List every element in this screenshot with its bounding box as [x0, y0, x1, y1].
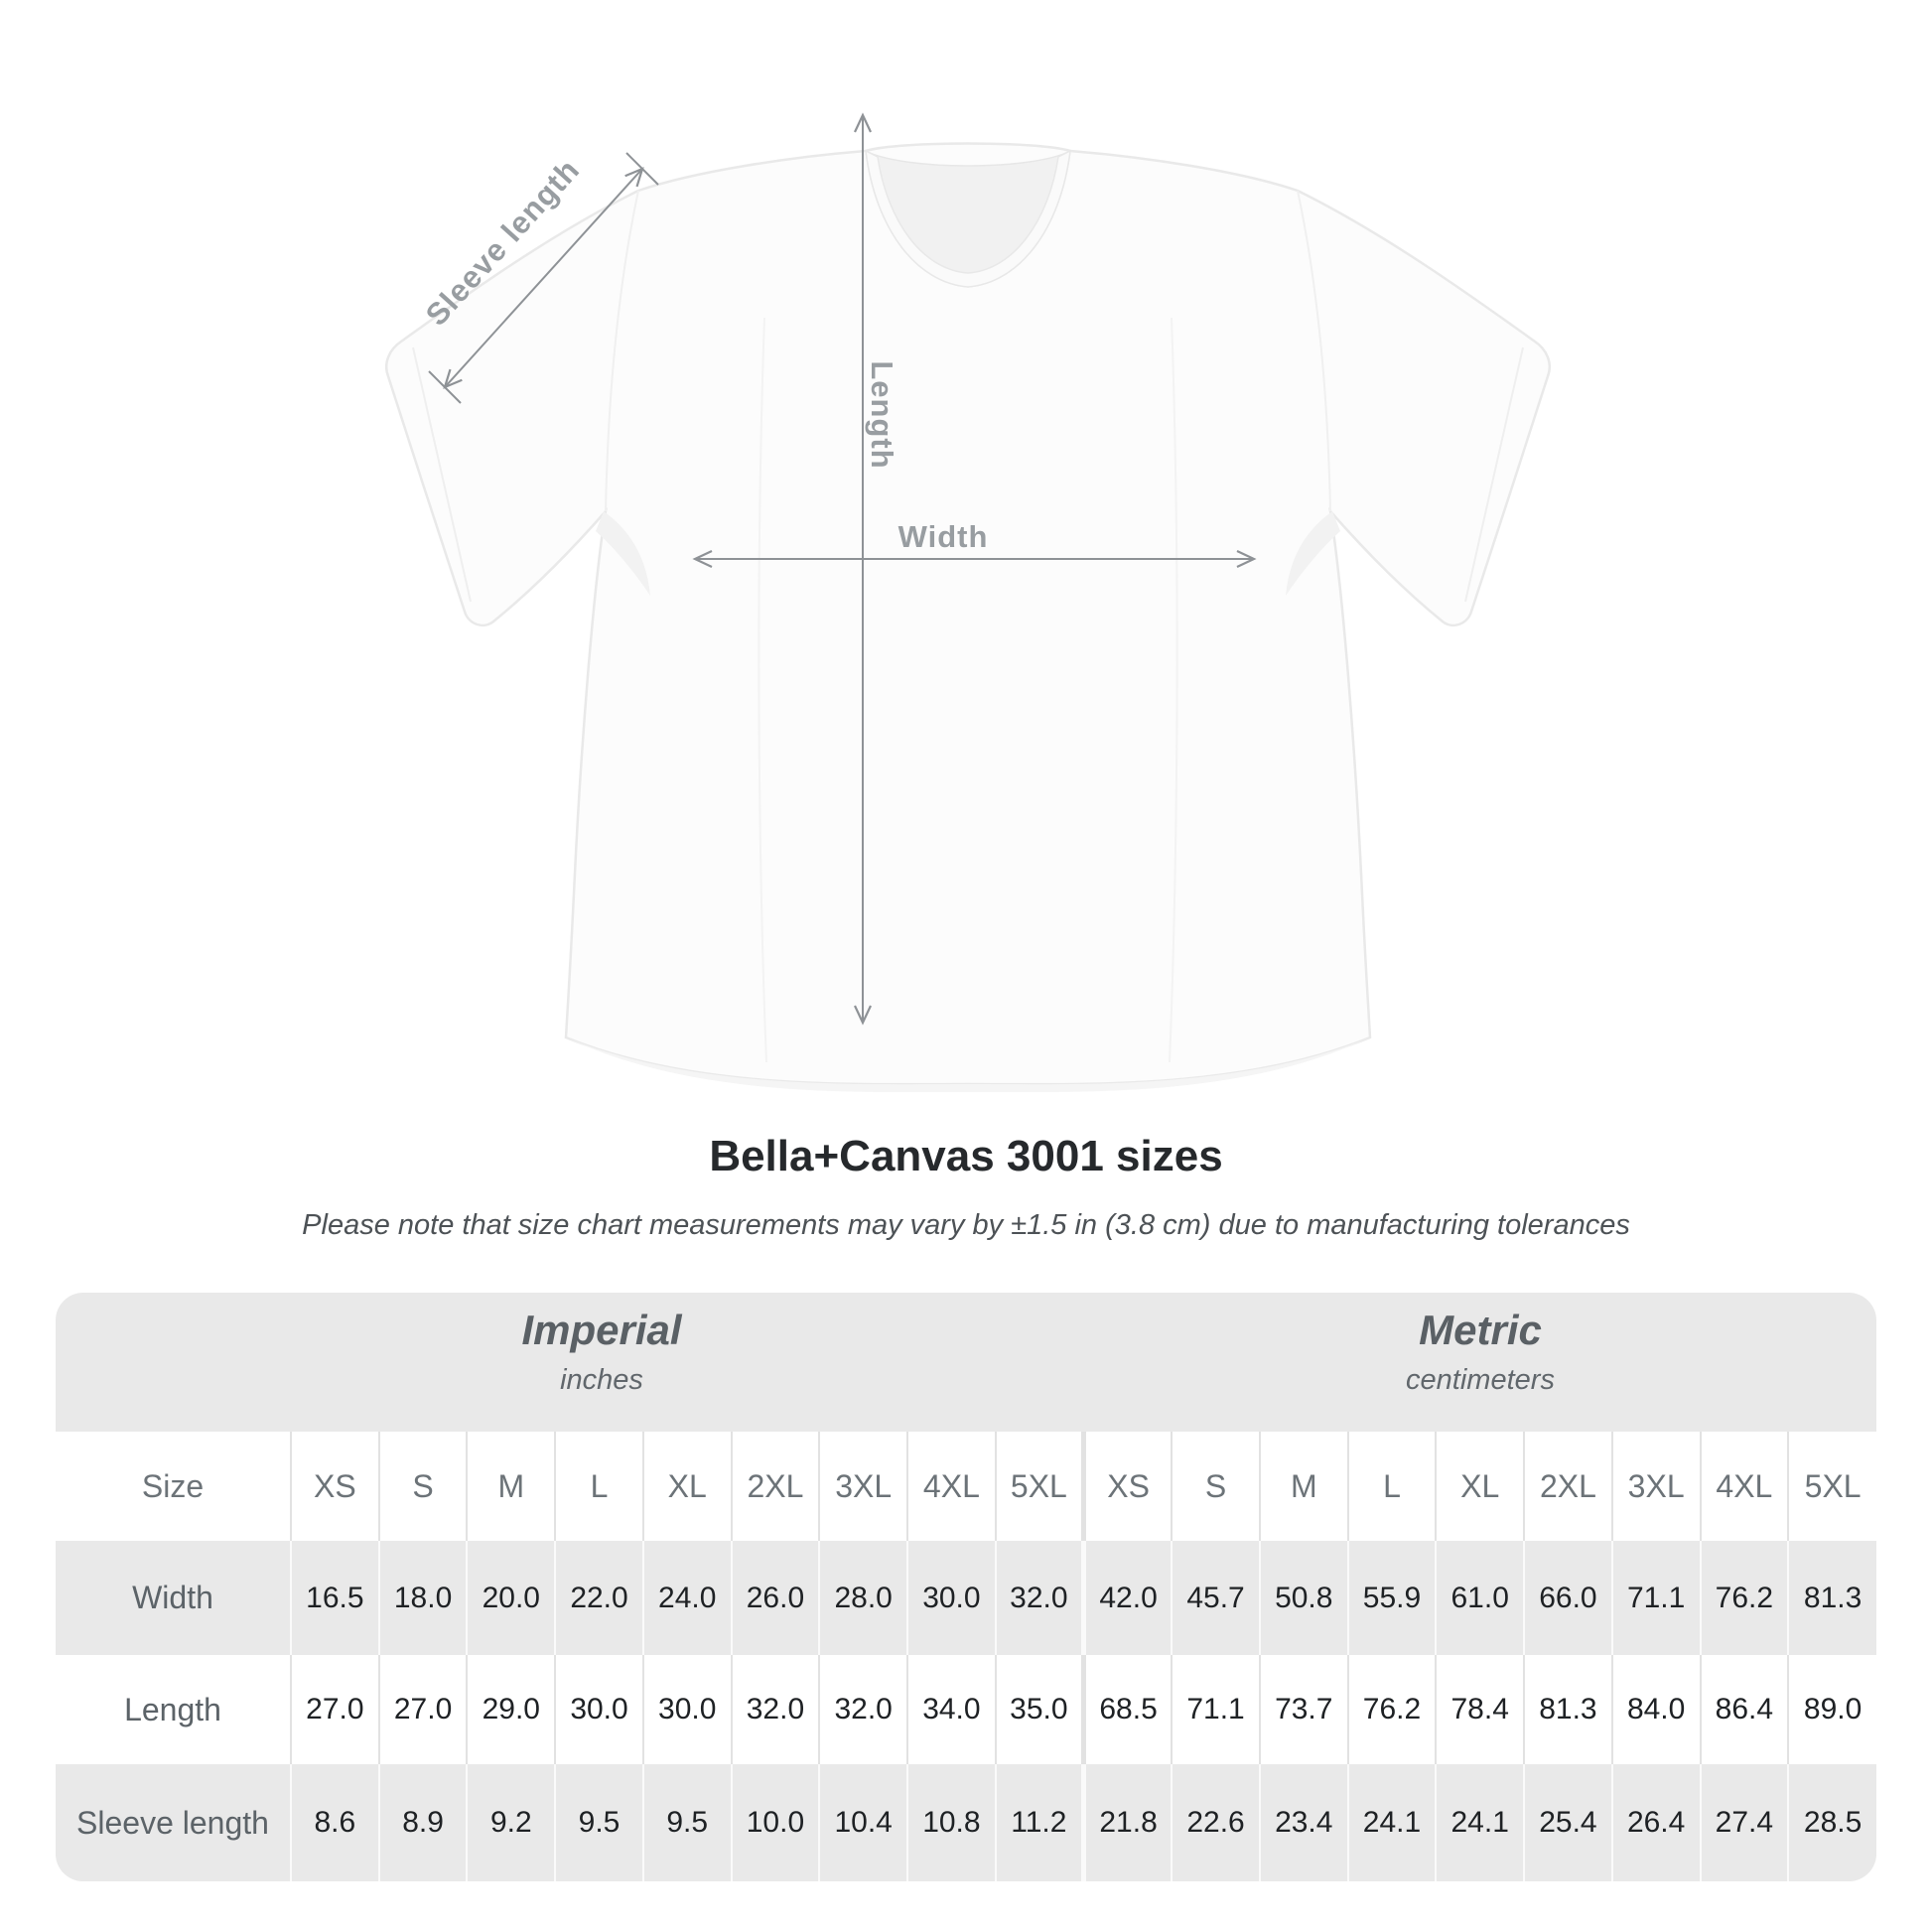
cell-sleeve-length-metric-3xl: 26.4 — [1610, 1764, 1701, 1881]
col-header-imperial-xl: XL — [641, 1432, 732, 1541]
col-header-imperial-xs: XS — [290, 1432, 379, 1541]
cell-width-imperial-l: 22.0 — [554, 1541, 643, 1655]
cell-length-imperial-4xl: 34.0 — [906, 1655, 996, 1764]
col-header-imperial-s: S — [377, 1432, 468, 1541]
cell-length-imperial-xs: 27.0 — [290, 1655, 379, 1764]
unit-group-header: Imperial inches Metric centimeters — [56, 1293, 1876, 1432]
col-header-metric-m: M — [1258, 1432, 1348, 1541]
cell-length-metric-m: 73.7 — [1258, 1655, 1348, 1764]
cell-width-imperial-s: 18.0 — [377, 1541, 468, 1655]
cell-sleeve-length-imperial-s: 8.9 — [377, 1764, 468, 1881]
col-header-metric-2xl: 2XL — [1523, 1432, 1612, 1541]
cell-width-metric-s: 45.7 — [1171, 1541, 1260, 1655]
cell-sleeve-length-imperial-xl: 9.5 — [641, 1764, 732, 1881]
sleeve-length-arrow — [443, 167, 644, 389]
size-column-header: Size — [141, 1467, 205, 1504]
tshirt-measurement-diagram: Width Length Sleeve length — [384, 112, 1552, 1093]
width-label: Width — [898, 519, 989, 554]
col-header-imperial-4xl: 4XL — [906, 1432, 996, 1541]
cell-width-imperial-4xl: 30.0 — [906, 1541, 996, 1655]
row-label-length: Length — [124, 1691, 221, 1727]
cell-sleeve-length-metric-m: 23.4 — [1258, 1764, 1348, 1881]
cell-width-metric-3xl: 71.1 — [1610, 1541, 1701, 1655]
metric-unit: centimeters — [1406, 1364, 1555, 1396]
col-header-metric-l: L — [1346, 1432, 1437, 1541]
page-title: Bella+Canvas 3001 sizes — [709, 1132, 1223, 1180]
row-label-width: Width — [132, 1580, 213, 1615]
cell-sleeve-length-imperial-l: 9.5 — [554, 1764, 643, 1881]
imperial-unit: inches — [560, 1364, 643, 1396]
tshirt-illustration — [384, 142, 1552, 1093]
col-header-imperial-m: M — [466, 1432, 556, 1541]
cell-length-metric-3xl: 84.0 — [1610, 1655, 1701, 1764]
cell-width-metric-xl: 61.0 — [1435, 1541, 1525, 1655]
cell-width-imperial-3xl: 28.0 — [818, 1541, 908, 1655]
cell-sleeve-length-metric-2xl: 25.4 — [1523, 1764, 1612, 1881]
metric-group: Metric centimeters — [1406, 1307, 1555, 1397]
cell-sleeve-length-metric-xl: 24.1 — [1435, 1764, 1525, 1881]
imperial-title: Imperial — [521, 1307, 682, 1353]
cell-length-imperial-s: 27.0 — [377, 1655, 468, 1764]
cell-width-metric-5xl: 81.3 — [1787, 1541, 1876, 1655]
cell-sleeve-length-imperial-4xl: 10.8 — [906, 1764, 996, 1881]
row-label-sleeve-length: Sleeve length — [76, 1804, 269, 1841]
cell-width-metric-l: 55.9 — [1346, 1541, 1437, 1655]
cell-sleeve-length-metric-4xl: 27.4 — [1699, 1764, 1789, 1881]
size-table: Size XS S M L XL 2XL 3XL 4XL 5XL XS S M L XL 2XL 3XL 4XL… — [56, 1432, 1876, 1881]
imperial-group: Imperial inches — [521, 1307, 681, 1397]
cell-length-imperial-2xl: 32.0 — [730, 1655, 820, 1764]
col-header-imperial-l: L — [554, 1432, 643, 1541]
length-label: Length — [865, 360, 899, 469]
col-header-metric-s: S — [1171, 1432, 1260, 1541]
col-header-metric-5xl: 5XL — [1787, 1432, 1876, 1541]
cell-sleeve-length-imperial-m: 9.2 — [466, 1764, 556, 1881]
cell-width-metric-m: 50.8 — [1258, 1541, 1348, 1655]
cell-length-imperial-xl: 30.0 — [641, 1655, 732, 1764]
cell-width-imperial-5xl: 32.0 — [994, 1541, 1084, 1655]
cell-sleeve-length-metric-5xl: 28.5 — [1787, 1764, 1876, 1881]
cell-length-imperial-m: 29.0 — [466, 1655, 556, 1764]
cell-length-imperial-3xl: 32.0 — [818, 1655, 908, 1764]
page-subtitle: Please note that size chart measurements… — [302, 1209, 1630, 1241]
cell-sleeve-length-imperial-3xl: 10.4 — [818, 1764, 908, 1881]
cell-length-imperial-5xl: 35.0 — [994, 1655, 1084, 1764]
table-header-row: Size XS S M L XL 2XL 3XL 4XL 5XL XS S M L XL 2XL 3XL 4XL… — [56, 1432, 1876, 1541]
sleeve-tick-bottom — [428, 370, 462, 404]
col-header-imperial-2xl: 2XL — [730, 1432, 820, 1541]
cell-length-metric-s: 71.1 — [1171, 1655, 1260, 1764]
col-header-metric-3xl: 3XL — [1610, 1432, 1701, 1541]
cell-width-metric-2xl: 66.0 — [1523, 1541, 1612, 1655]
cell-width-imperial-xl: 24.0 — [641, 1541, 732, 1655]
col-header-metric-4xl: 4XL — [1699, 1432, 1789, 1541]
cell-length-metric-xs: 68.5 — [1080, 1655, 1173, 1764]
sleeve-tick-top — [625, 152, 659, 186]
metric-title: Metric — [1419, 1307, 1542, 1353]
cell-length-imperial-l: 30.0 — [554, 1655, 643, 1764]
table-row-width: Width 16.5 18.0 20.0 22.0 24.0 26.0 28.0 30.0 32.… — [56, 1541, 1876, 1655]
cell-width-metric-xs: 42.0 — [1080, 1541, 1173, 1655]
col-header-imperial-3xl: 3XL — [818, 1432, 908, 1541]
cell-length-metric-2xl: 81.3 — [1523, 1655, 1612, 1764]
col-header-metric-xl: XL — [1435, 1432, 1525, 1541]
table-row-sleeve-length: Sleeve length 8.6 8.9 9.2 9.5 9.5 10.0 10.4 10.8… — [56, 1764, 1876, 1881]
cell-sleeve-length-imperial-2xl: 10.0 — [730, 1764, 820, 1881]
cell-length-metric-xl: 78.4 — [1435, 1655, 1525, 1764]
cell-sleeve-length-metric-s: 22.6 — [1171, 1764, 1260, 1881]
cell-sleeve-length-metric-l: 24.1 — [1346, 1764, 1437, 1881]
col-header-metric-xs: XS — [1080, 1432, 1173, 1541]
dimension-arrows — [428, 112, 1257, 1026]
cell-sleeve-length-imperial-xs: 8.6 — [290, 1764, 379, 1881]
size-chart-card: Imperial inches Metric centimeters Size … — [56, 1293, 1876, 1881]
cell-sleeve-length-imperial-5xl: 11.2 — [994, 1764, 1084, 1881]
cell-length-metric-l: 76.2 — [1346, 1655, 1437, 1764]
cell-length-metric-4xl: 86.4 — [1699, 1655, 1789, 1764]
cell-length-metric-5xl: 89.0 — [1787, 1655, 1876, 1764]
cell-width-imperial-xs: 16.5 — [290, 1541, 379, 1655]
table-row-length: Length 27.0 27.0 29.0 30.0 30.0 32.0 32.0 34.0 35… — [56, 1655, 1876, 1764]
col-header-imperial-5xl: 5XL — [994, 1432, 1084, 1541]
cell-width-metric-4xl: 76.2 — [1699, 1541, 1789, 1655]
cell-sleeve-length-metric-xs: 21.8 — [1080, 1764, 1173, 1881]
cell-width-imperial-2xl: 26.0 — [730, 1541, 820, 1655]
cell-width-imperial-m: 20.0 — [466, 1541, 556, 1655]
